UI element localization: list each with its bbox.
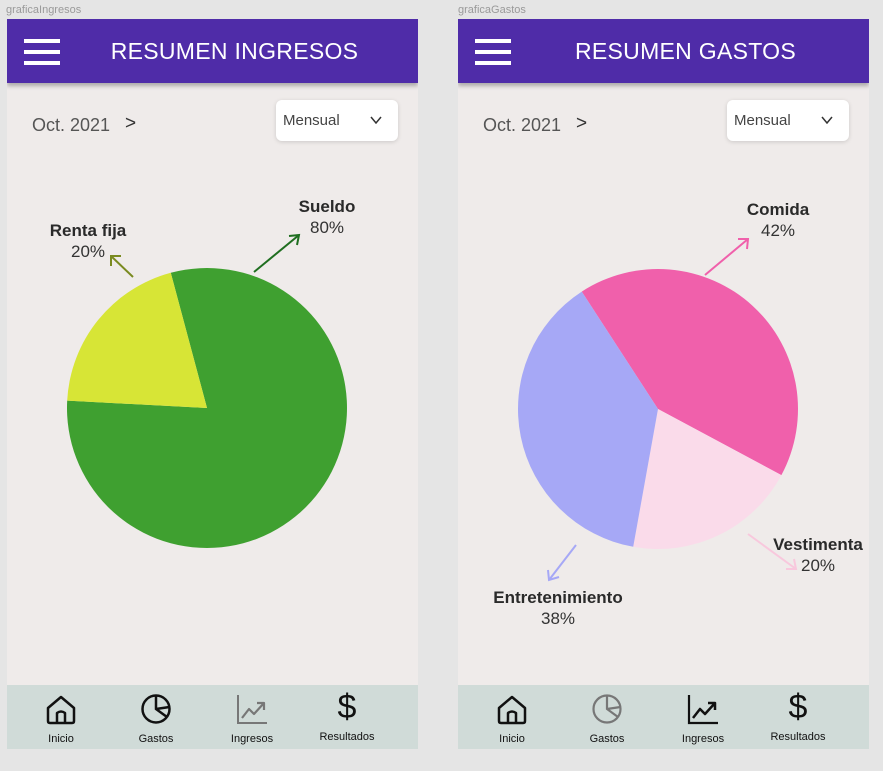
screen-ingresos: RESUMEN INGRESOS Oct. 2021 > Mensual Sue…	[7, 19, 418, 749]
bottom-navigation: Inicio Gastos Ingresos $ Resultados	[458, 685, 869, 749]
legend-label-sueldo: Sueldo	[299, 197, 356, 216]
nav-inicio[interactable]: Inicio	[464, 685, 560, 749]
trending-up-icon	[237, 695, 267, 724]
next-period-button[interactable]: >	[576, 113, 588, 134]
nav-resultados-label: Resultados	[319, 731, 375, 743]
legend-value-vestimenta: 20%	[801, 556, 835, 575]
dollar-icon: $	[337, 688, 357, 726]
pie-slice-entretenimiento	[518, 291, 658, 547]
income-pie-chart: Sueldo 80% Renta fija 20%	[50, 197, 356, 549]
page-title: RESUMEN GASTOS	[574, 38, 797, 64]
period-select-value: Mensual	[283, 112, 340, 129]
period-select-value: Mensual	[734, 112, 791, 129]
comida-arrow-head	[738, 238, 750, 250]
nav-gastos[interactable]: Gastos	[559, 685, 655, 749]
next-period-button[interactable]: >	[125, 113, 137, 134]
entretenimiento-arrow-line	[548, 544, 577, 581]
renta-fija-arrow-line	[110, 255, 134, 278]
pie-chart-icon	[592, 694, 622, 724]
nav-gastos-label: Gastos	[589, 733, 625, 745]
legend-label-vestimenta: Vestimenta	[773, 535, 863, 554]
legend-label-comida: Comida	[747, 200, 810, 219]
page-title: RESUMEN INGRESOS	[110, 38, 359, 64]
chevron-down-icon	[821, 116, 833, 124]
app-bar: RESUMEN GASTOS	[458, 19, 869, 83]
nav-gastos[interactable]: Gastos	[108, 685, 204, 749]
pie-slice-vestimenta	[633, 409, 782, 550]
frame-label-ingresos: graficaIngresos	[6, 4, 82, 16]
period-select[interactable]: Mensual	[727, 100, 849, 141]
sueldo-arrow-line	[253, 234, 300, 273]
vestimenta-arrow-line	[747, 533, 797, 570]
sueldo-arrow-head	[288, 233, 301, 246]
nav-inicio[interactable]: Inicio	[13, 685, 109, 749]
menu-icon[interactable]	[24, 39, 60, 65]
legend-value-sueldo: 80%	[310, 218, 344, 237]
period-select[interactable]: Mensual	[276, 100, 398, 141]
pie-chart-icon	[141, 694, 171, 724]
legend-label-entretenimiento: Entretenimiento	[493, 588, 622, 607]
pie-slice-sueldo	[66, 268, 347, 549]
period-label: Oct. 2021	[483, 115, 562, 135]
nav-resultados[interactable]: $ Resultados	[299, 685, 395, 749]
entretenimiento-arrow-head	[547, 569, 560, 582]
trending-up-icon	[687, 695, 718, 725]
home-icon	[497, 695, 527, 725]
legend-value-renta-fija: 20%	[71, 242, 105, 261]
nav-inicio-label: Inicio	[48, 733, 74, 745]
nav-ingresos-label: Ingresos	[230, 733, 274, 745]
nav-ingresos-label: Ingresos	[681, 733, 725, 745]
nav-gastos-label: Gastos	[138, 733, 174, 745]
menu-icon[interactable]	[475, 39, 511, 65]
renta-fija-arrow-head	[110, 255, 121, 266]
legend-label-renta-fija: Renta fija	[50, 221, 127, 240]
nav-ingresos[interactable]: Ingresos	[655, 685, 751, 749]
frame-label-gastos: graficaGastos	[458, 4, 526, 16]
home-icon	[46, 695, 76, 725]
expenses-pie-chart: Comida 42% Vestimenta 20% Entretenimient…	[493, 200, 863, 628]
pie-slice-renta-fija	[67, 272, 207, 408]
app-bar: RESUMEN INGRESOS	[7, 19, 418, 83]
screen-gastos: RESUMEN GASTOS Oct. 2021 > Mensual Comid…	[458, 19, 869, 749]
dollar-icon: $	[788, 688, 808, 726]
nav-inicio-label: Inicio	[499, 733, 525, 745]
nav-resultados[interactable]: $ Resultados	[750, 685, 846, 749]
period-label: Oct. 2021	[32, 115, 111, 135]
nav-resultados-label: Resultados	[770, 731, 826, 743]
legend-value-comida: 42%	[761, 221, 795, 240]
chevron-down-icon	[370, 116, 382, 124]
pie-slice-comida	[581, 269, 798, 476]
nav-ingresos[interactable]: Ingresos	[204, 685, 300, 749]
comida-arrow-line	[704, 238, 749, 276]
legend-value-entretenimiento: 38%	[541, 609, 575, 628]
vestimenta-arrow-head	[786, 558, 798, 570]
bottom-navigation: Inicio Gastos Ingresos $ Resultados	[7, 685, 418, 749]
